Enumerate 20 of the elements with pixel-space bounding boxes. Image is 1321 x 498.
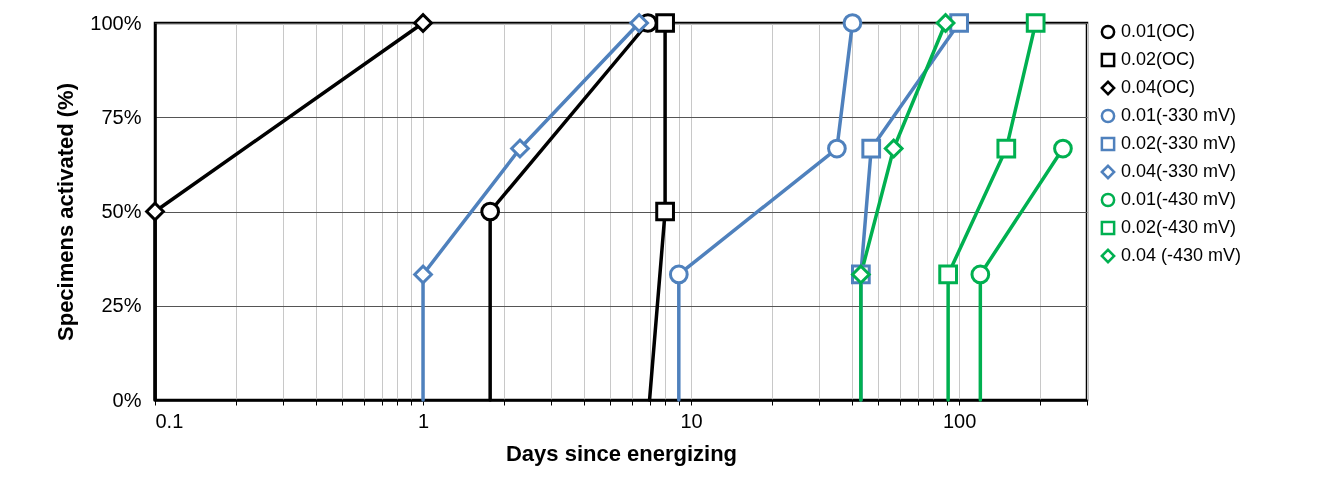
legend-label: 0.01(-330 mV) bbox=[1121, 105, 1237, 125]
x-tick-label: 100 bbox=[942, 409, 977, 432]
y-tick-label: 50% bbox=[101, 200, 142, 222]
legend-label: 0.04(OC) bbox=[1121, 77, 1196, 97]
legend-label: 0.01(-430 mV) bbox=[1121, 189, 1237, 209]
y-axis-title: Specimens activated (%) bbox=[53, 83, 79, 341]
x-tick-label: 1 bbox=[417, 409, 430, 432]
x-tick-label: 10 bbox=[680, 409, 703, 432]
legend-label: 0.04(-330 mV) bbox=[1121, 161, 1237, 181]
legend-label: 0.02(OC) bbox=[1121, 49, 1196, 69]
y-tick-label: 100% bbox=[90, 11, 142, 34]
y-tick-label: 25% bbox=[101, 294, 142, 317]
y-tick-label: 75% bbox=[101, 105, 142, 128]
y-tick-label: 0% bbox=[112, 388, 142, 411]
x-tick-label: 0.1 bbox=[155, 409, 184, 432]
legend-label: 0.01(OC) bbox=[1121, 21, 1196, 41]
legend-label: 0.04 (-430 mV) bbox=[1121, 245, 1242, 265]
legend-label: 0.02(-430 mV) bbox=[1121, 217, 1237, 237]
legend-label: 0.02(-330 mV) bbox=[1121, 133, 1237, 153]
x-axis-title: Days since energizing bbox=[505, 440, 738, 466]
